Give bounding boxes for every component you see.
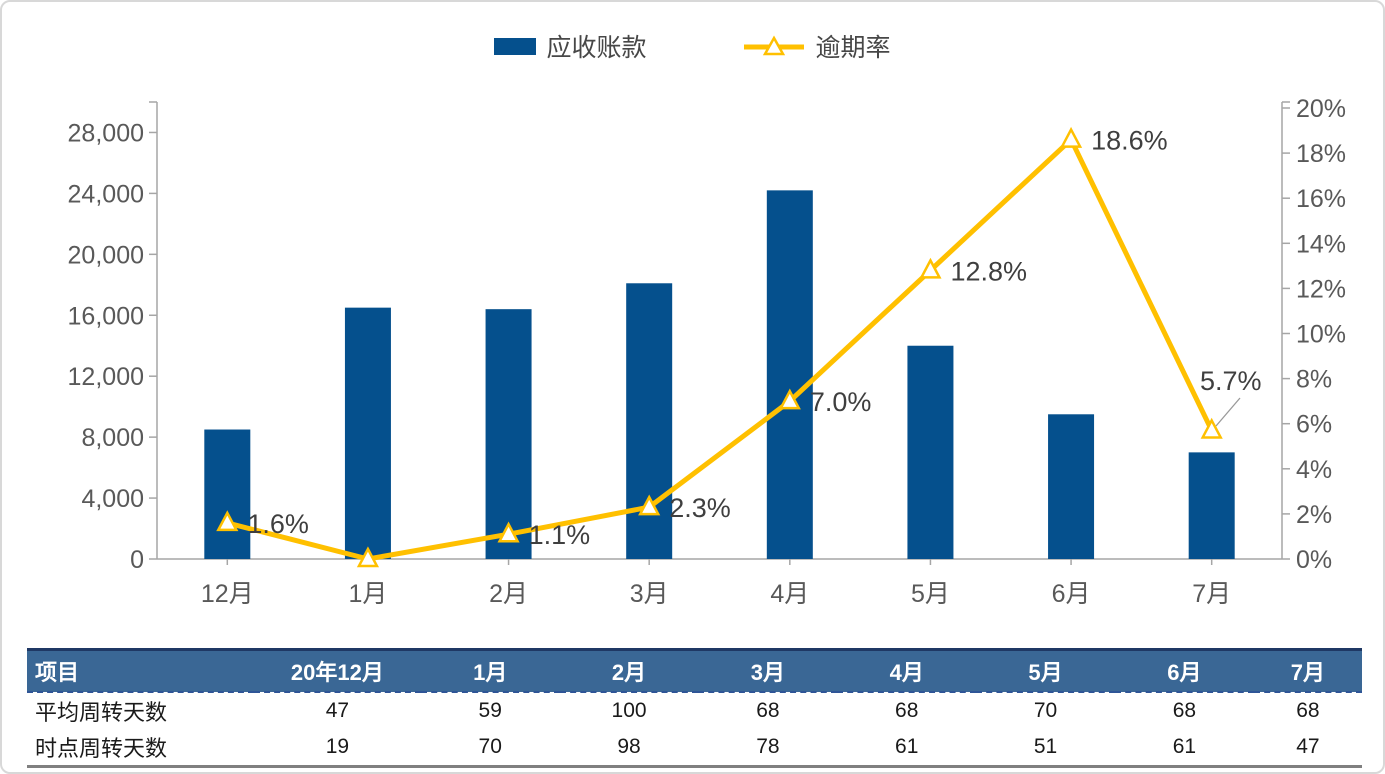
right-axis-tick-label: 10% [1296,321,1346,349]
line-marker-icon [778,388,801,410]
data-label-leader-line [1215,397,1241,427]
x-axis-category-label: 4月 [770,580,809,608]
right-axis-tick-label: 12% [1296,275,1346,303]
table-value-cell: 100 [611,699,647,722]
right-axis-tick-label: 16% [1296,185,1346,213]
x-axis-category-label: 5月 [911,580,950,608]
line-marker-icon [216,510,239,532]
right-axis-tick-label: 8% [1296,366,1332,394]
table-header-row: 项目 20年12月 1月 2月 3月 4月 5月 6月 7月 [27,648,1362,693]
left-axis-tick-label: 16,000 [68,302,144,330]
table-row: 时点周转天数 19 70 98 78 61 51 61 47 [27,729,1362,768]
legend-label-overdue-rate: 逾期率 [815,34,891,62]
table-header-cell: 项目 [27,648,254,693]
receivables-overdue-combo-chart: 0 4,000 8,000 12,000 16,000 20,000 24,000 28,00… [68,95,1347,608]
x-axis-category-label: 6月 [1052,580,1091,608]
table-value-cell: 61 [1114,729,1254,768]
receivables-bar [485,309,532,559]
right-axis-tick-label: 18% [1296,140,1346,168]
overdue-rate-line [224,137,1215,562]
x-axis-category-label: 1月 [348,580,387,608]
right-axis-tick-label: 0% [1296,546,1332,574]
data-label: 12.8% [950,256,1027,286]
table-value-cell: 70 [420,729,560,768]
right-axis-tick-label: 20% [1296,95,1346,123]
table-value-cell: 47 [325,699,350,722]
line-marker-icon [1200,417,1223,439]
table-row: 平均周转天数 47 59 100 68 68 70 68 68 [27,692,1362,729]
receivables-bar [1048,414,1095,559]
line-marker-icon [919,257,942,279]
left-axis-tick-label: 4,000 [81,485,144,513]
right-axis-tick-label: 4% [1296,456,1332,484]
table-value-cell: 68 [1296,699,1320,722]
legend-item-receivables: 应收账款 [494,28,647,64]
table-value-cell: 61 [837,729,977,768]
x-axis-category-label: 7月 [1192,580,1231,608]
receivables-bar [1188,452,1235,559]
receivables-bar [766,190,813,559]
left-axis-tick-label: 20,000 [68,241,144,269]
receivables-bar [344,307,391,559]
turnover-days-table: 项目 20年12月 1月 2月 3月 4月 5月 6月 7月 平均周转天数 47 59 100 68 68… [27,648,1362,768]
bar-series-swatch-icon [494,37,537,55]
data-label: 2.3% [669,493,731,523]
table-header-cell: 7月 [1253,648,1362,693]
right-axis-tick-label: 14% [1296,230,1346,258]
table-value-cell: 19 [253,729,421,768]
table-value-cell: 70 [1033,699,1058,722]
table-value-cell: 98 [559,729,699,768]
receivables-bar [626,283,673,559]
table-value-cell: 78 [698,729,838,768]
table-value-cell: 47 [1253,729,1362,768]
table-header-cell: 6月 [1114,648,1254,693]
x-axis-category-label: 3月 [630,580,669,608]
right-axis-tick-label: 2% [1296,501,1332,529]
data-label: 1.6% [247,509,309,539]
turnover-days-table-wrap: 项目 20年12月 1月 2月 3月 4月 5月 6月 7月 平均周转天数 47 59 100 68 68… [27,648,1362,768]
left-axis-tick-label: 28,000 [68,119,144,147]
receivables-bar [204,429,251,559]
data-label: 1.1% [529,520,591,550]
line-marker-icon [356,546,380,568]
table-value-cell: 68 [1172,699,1197,722]
receivables-bar [907,345,954,559]
table-row-label: 平均周转天数 [35,700,168,725]
table-header-cell: 20年12月 [253,648,421,693]
data-label: 5.7% [1200,366,1262,396]
line-series-swatch-icon [743,35,804,56]
table-header-cell: 4月 [837,648,977,693]
left-axis-tick-label: 12,000 [68,363,144,391]
data-label: 7.0% [810,387,872,417]
left-axis-tick-label: 8,000 [81,424,144,452]
table-header-cell: 5月 [976,648,1115,693]
left-axis-tick-label: 24,000 [68,180,144,208]
line-marker-icon [497,521,520,543]
legend-label-receivables: 应收账款 [546,34,647,62]
x-axis-category-label: 2月 [489,580,528,608]
table-value-cell: 68 [756,699,780,722]
chart-legend: 应收账款 逾期率 [2,28,1383,64]
table-header-cell: 3月 [698,648,838,693]
table-header-cell: 2月 [559,648,699,693]
right-axis-tick-label: 6% [1296,411,1332,439]
table-header-cell: 1月 [420,648,560,693]
data-label: 18.6% [1091,126,1168,156]
left-axis-tick-label: 0 [130,546,144,574]
legend-item-overdue-rate: 逾期率 [742,28,891,64]
table-value-cell: 68 [895,699,919,722]
table-value-cell: 59 [478,699,502,722]
x-axis-category-label: 12月 [201,580,254,608]
line-marker-icon [1059,126,1083,148]
table-row-label: 时点周转天数 [27,729,254,768]
table-value-cell: 51 [976,729,1115,768]
line-marker-icon [638,494,661,516]
